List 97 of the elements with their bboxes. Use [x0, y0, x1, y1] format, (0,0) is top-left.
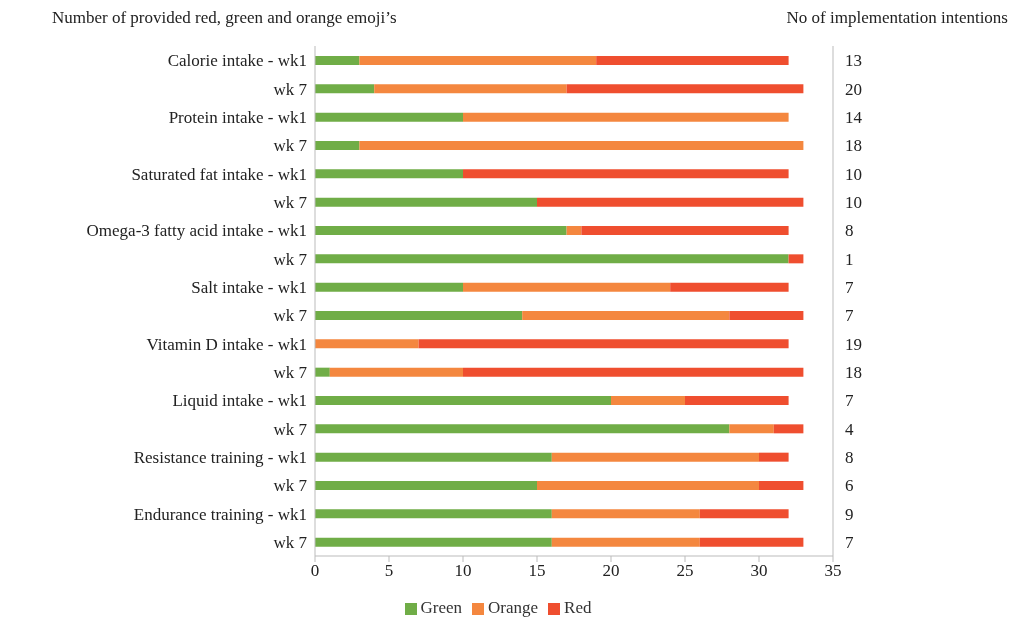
- y2-tick-label: 19: [845, 334, 862, 354]
- bar: [463, 282, 671, 292]
- bar: [315, 339, 419, 349]
- bar: [551, 452, 759, 462]
- y-tick-label: wk 7: [273, 136, 308, 156]
- bar: [315, 481, 537, 490]
- bar: [463, 112, 789, 122]
- bar: [315, 254, 789, 264]
- y-tick-label: wk 7: [273, 192, 308, 212]
- y-tick-label: wk 7: [273, 306, 308, 326]
- bar: [315, 197, 537, 207]
- bar: [729, 311, 804, 320]
- bar: [759, 481, 804, 490]
- x-tick-label: 25: [676, 561, 694, 581]
- x-tick-label: 0: [310, 561, 320, 581]
- y-tick-label: wk 7: [273, 532, 308, 552]
- y-tick-label: Salt intake - wk1: [191, 277, 307, 297]
- y-tick-label: Calorie intake - wk1: [167, 51, 307, 71]
- y2-tick-label: 7: [845, 277, 854, 297]
- y2-tick-label: 7: [845, 532, 854, 552]
- x-tick-label: 10: [454, 561, 472, 581]
- bar: [315, 311, 523, 320]
- bar: [315, 537, 552, 547]
- bar: [315, 169, 463, 179]
- bar: [315, 56, 360, 65]
- bar: [581, 226, 789, 235]
- bar: [551, 509, 700, 519]
- y2-tick-label: 13: [845, 51, 862, 71]
- bar: [463, 169, 789, 179]
- y2-tick-label: 18: [845, 362, 862, 382]
- bar: [759, 452, 789, 462]
- y2-tick-label: 8: [845, 221, 854, 241]
- y2-axis-title: No of implementation intentions: [786, 8, 1008, 28]
- bar: [537, 481, 759, 490]
- y2-tick-label: 7: [845, 306, 854, 326]
- bar: [566, 226, 582, 235]
- y-tick-label: Protein intake - wk1: [168, 107, 307, 127]
- bar: [522, 311, 730, 320]
- bar: [315, 84, 375, 94]
- bar: [315, 282, 463, 292]
- y2-tick-label: 4: [845, 419, 854, 439]
- y-tick-label: Omega-3 fatty acid intake - wk1: [86, 221, 307, 241]
- x-tick-label: 20: [602, 561, 620, 581]
- bar: [329, 367, 463, 377]
- y2-tick-label: 8: [845, 447, 854, 467]
- bar: [699, 509, 789, 519]
- bar: [315, 141, 360, 150]
- bar: [773, 424, 804, 434]
- y-tick-label: wk 7: [273, 79, 308, 99]
- bar: [611, 396, 685, 405]
- y2-tick-label: 10: [845, 164, 862, 184]
- y-tick-label: Saturated fat intake - wk1: [131, 164, 307, 184]
- y2-tick-label: 6: [845, 476, 854, 496]
- y2-tick-label: 14: [845, 107, 863, 127]
- y-tick-label: Endurance training - wk1: [133, 504, 307, 524]
- bar: [729, 424, 774, 434]
- y2-tick-label: 10: [845, 192, 862, 212]
- bar: [537, 197, 804, 207]
- bar: [670, 282, 789, 292]
- chart-title: Number of provided red, green and orange emoji’s: [52, 8, 397, 28]
- bar: [566, 84, 804, 94]
- legend-label: Green: [420, 598, 463, 617]
- bar: [315, 226, 567, 235]
- x-tick-label: 15: [528, 561, 546, 581]
- bar: [699, 537, 804, 547]
- y2-tick-label: 9: [845, 504, 854, 524]
- bar: [685, 396, 789, 405]
- legend-label: Orange: [488, 598, 539, 617]
- x-tick-label: 35: [824, 561, 842, 581]
- y-tick-label: Vitamin D intake - wk1: [146, 334, 307, 354]
- y2-tick-label: 7: [845, 391, 854, 411]
- y2-tick-label: 20: [845, 79, 862, 99]
- x-tick-label: 5: [384, 561, 394, 581]
- y-tick-label: wk 7: [273, 362, 308, 382]
- y-tick-label: wk 7: [273, 249, 308, 269]
- bar: [315, 396, 611, 405]
- bar: [463, 367, 804, 377]
- bar: [315, 112, 463, 122]
- bar: [359, 56, 597, 65]
- legend-label: Red: [564, 598, 592, 617]
- y2-tick-label: 18: [845, 136, 862, 156]
- bar: [359, 141, 804, 150]
- bar: [315, 424, 730, 434]
- bar: [788, 254, 804, 264]
- y-tick-label: wk 7: [273, 476, 308, 496]
- y-tick-label: wk 7: [273, 419, 308, 439]
- bar: [374, 84, 567, 94]
- y2-tick-label: 1: [845, 249, 854, 269]
- bar: [418, 339, 789, 349]
- bar: [315, 452, 552, 462]
- y-tick-label: Liquid intake - wk1: [172, 391, 307, 411]
- bar: [596, 56, 789, 65]
- y-tick-label: Resistance training - wk1: [133, 447, 307, 467]
- x-tick-label: 30: [750, 561, 768, 581]
- bar: [315, 509, 552, 519]
- bar: [315, 367, 330, 377]
- bar: [551, 537, 700, 547]
